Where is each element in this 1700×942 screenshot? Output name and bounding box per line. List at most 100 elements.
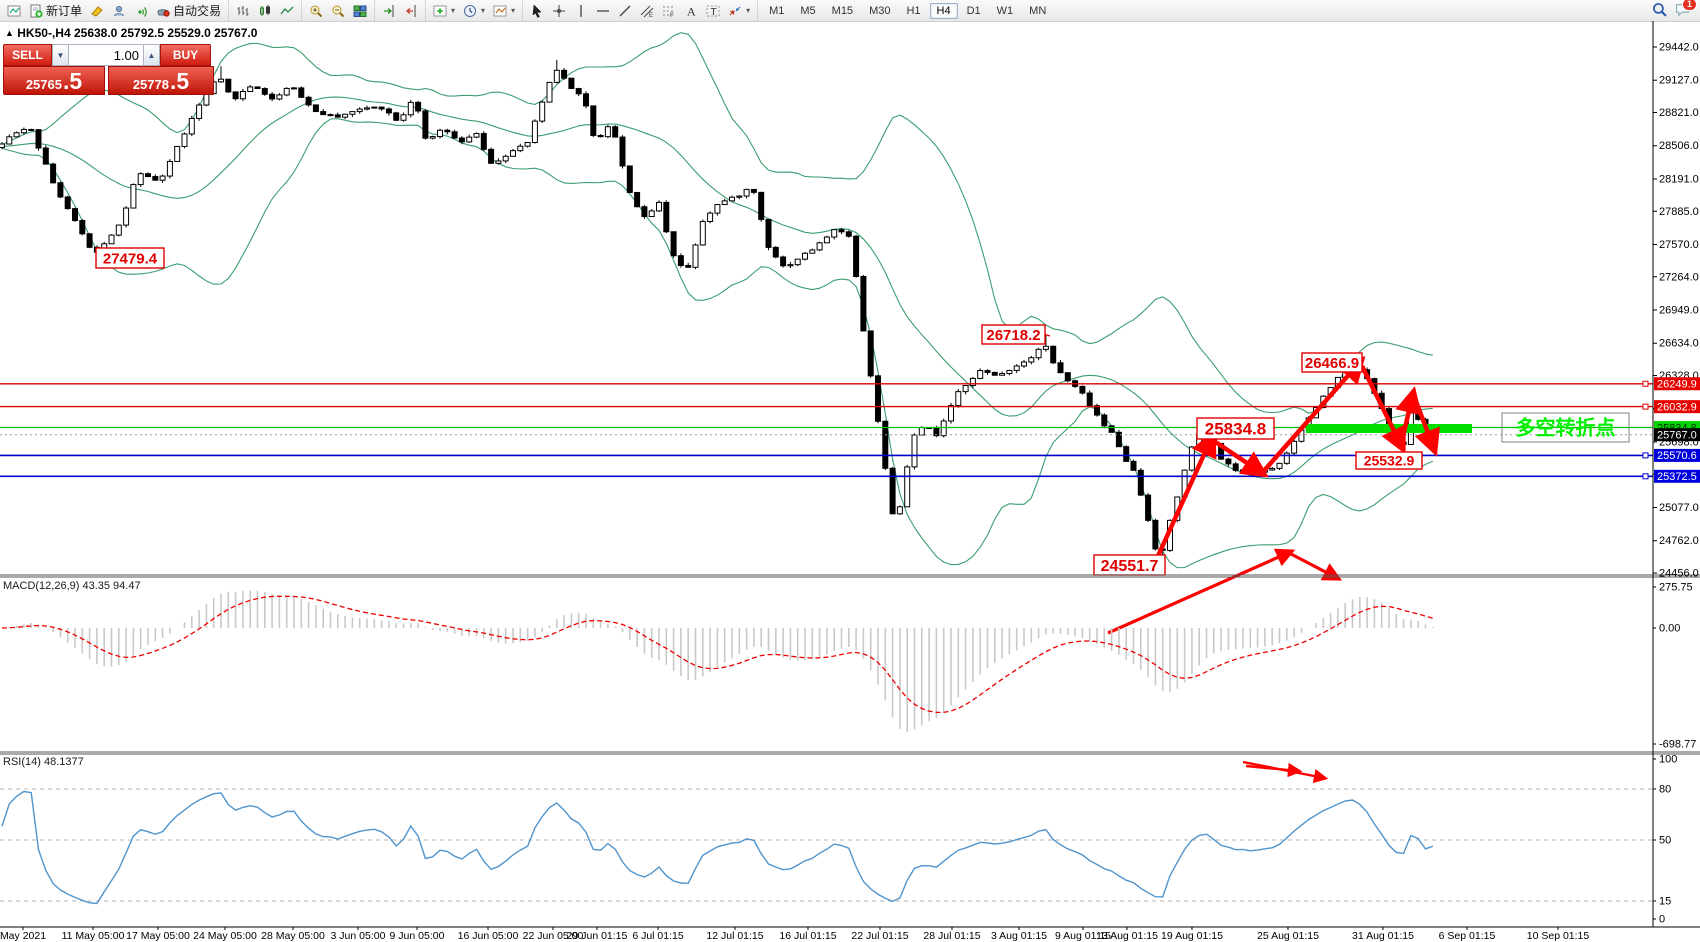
- price-label-box[interactable]: [981, 324, 1046, 345]
- tile-windows-icon[interactable]: [349, 3, 371, 19]
- timeframe-M15-button[interactable]: M15: [831, 4, 854, 17]
- auto-trading-button[interactable]: 自动交易: [152, 1, 225, 20]
- bollinger-upper-band: [1, 32, 1433, 414]
- timeframe-M1-button[interactable]: M1: [769, 4, 785, 17]
- new-order-button[interactable]: 新订单: [25, 1, 86, 20]
- price-trend-arrow[interactable]: [1155, 429, 1217, 557]
- volume-input[interactable]: [69, 44, 143, 66]
- candle-body: [1247, 469, 1254, 474]
- candle-body: [867, 330, 874, 377]
- timeframe-M30-button[interactable]: M30: [869, 4, 891, 17]
- candle-body: [969, 377, 976, 387]
- volume-decrease-button[interactable]: ▼: [52, 44, 69, 66]
- periods-button[interactable]: ▾: [459, 3, 489, 19]
- charts-window-icon[interactable]: [3, 3, 25, 19]
- candle-body: [407, 101, 414, 116]
- profile-icon[interactable]: [108, 3, 130, 19]
- fibonacci-icon[interactable]: F: [658, 3, 680, 19]
- timeframe-M5-button[interactable]: M5: [800, 4, 816, 17]
- candle-body: [677, 255, 684, 266]
- volume-increase-button[interactable]: ▲: [143, 44, 160, 66]
- candle-body: [685, 264, 692, 268]
- search-icon[interactable]: [1652, 2, 1667, 20]
- signal-icon[interactable]: [130, 3, 152, 19]
- timeframe-MN-button[interactable]: MN: [1029, 4, 1047, 17]
- candlestick-chart-icon[interactable]: [254, 3, 276, 19]
- chat-icon[interactable]: 1: [1675, 0, 1697, 20]
- indicators-button[interactable]: ▾: [429, 3, 459, 19]
- auto-scroll-icon[interactable]: [378, 3, 400, 19]
- sell-button[interactable]: SELL: [3, 44, 52, 66]
- macd-trend-arrow[interactable]: [1107, 548, 1296, 635]
- candle-body: [575, 88, 582, 95]
- marker-icon[interactable]: [86, 3, 108, 19]
- candle-body: [721, 200, 728, 206]
- channel-icon-glyph: E: [640, 4, 654, 18]
- line-handle[interactable]: [1642, 380, 1649, 387]
- price-label-box[interactable]: [1196, 417, 1275, 440]
- new-order-button-label: 新订单: [46, 4, 83, 18]
- channel-icon[interactable]: E: [636, 3, 658, 19]
- vertical-line-icon[interactable]: [570, 3, 592, 19]
- label-icon[interactable]: T: [702, 3, 724, 19]
- axis-tick-label: 26634.0: [1659, 338, 1699, 350]
- buy-button[interactable]: BUY: [160, 44, 211, 66]
- candle-body: [707, 212, 714, 223]
- line-handle[interactable]: [1642, 403, 1649, 410]
- trendline-icon-glyph: [618, 4, 632, 18]
- candle-body: [531, 120, 538, 143]
- time-tick-label: 13 Aug 01:15: [1096, 930, 1158, 942]
- macd-trend-arrow[interactable]: [1290, 552, 1343, 581]
- candle-body: [342, 113, 349, 118]
- timeframe-H1-button[interactable]: H1: [906, 4, 921, 17]
- candle-body: [181, 133, 188, 147]
- candle-body: [115, 224, 122, 236]
- price-trend-arrow[interactable]: [1359, 365, 1406, 455]
- zoom-out-icon[interactable]: [327, 3, 349, 19]
- price-trend-arrow[interactable]: [1260, 355, 1366, 475]
- price-trend-arrow[interactable]: [1411, 395, 1440, 457]
- trend-arrows: [1107, 355, 1440, 784]
- line-handle[interactable]: [1642, 473, 1649, 480]
- rsi-trend-arrow[interactable]: [1245, 762, 1303, 778]
- candle-body: [1035, 348, 1042, 359]
- zoom-in-icon[interactable]: [305, 3, 327, 19]
- templates-button[interactable]: ▾: [489, 3, 519, 19]
- sell-price-display[interactable]: 25765 .5: [3, 66, 106, 95]
- horizontal-line-icon[interactable]: [592, 3, 614, 19]
- line-chart-icon[interactable]: [276, 3, 298, 19]
- price-label-box[interactable]: [95, 247, 165, 269]
- chevron-down-icon[interactable]: ▾: [511, 6, 516, 15]
- candle-body: [692, 244, 699, 268]
- crosshair-icon[interactable]: [548, 3, 570, 19]
- timeframe-W1-button[interactable]: W1: [996, 4, 1014, 17]
- buy-price-display[interactable]: 25778 .5: [108, 66, 214, 95]
- candle-body: [1276, 462, 1283, 469]
- bar-chart-icon[interactable]: [232, 3, 254, 19]
- cursor-icon[interactable]: [526, 3, 548, 19]
- chevron-down-icon[interactable]: ▾: [481, 6, 486, 15]
- candle-body: [940, 420, 947, 437]
- timeframe-D1-button[interactable]: D1: [966, 4, 981, 17]
- candle-body: [79, 220, 86, 235]
- trendline-icon[interactable]: [614, 3, 636, 19]
- candle-body: [488, 148, 495, 164]
- chevron-down-icon[interactable]: ▾: [451, 6, 456, 15]
- ohlc-values: 25638.0 25792.5 25529.0 25767.0: [73, 26, 258, 40]
- bar-chart-icon-glyph: [236, 4, 250, 18]
- timeframe-H4-button[interactable]: H4: [929, 2, 958, 19]
- candle-body: [130, 184, 137, 209]
- price-trend-arrow[interactable]: [1212, 439, 1269, 478]
- line-handle[interactable]: [1642, 452, 1649, 459]
- price-trend-arrow[interactable]: [1395, 386, 1422, 450]
- candle-body: [6, 136, 13, 145]
- candle-body: [991, 371, 998, 376]
- note-box[interactable]: [1501, 412, 1630, 443]
- chart-shift-icon[interactable]: [400, 3, 422, 19]
- price-label-box[interactable]: [1355, 451, 1423, 470]
- chevron-down-icon[interactable]: ▾: [746, 6, 751, 15]
- text-icon[interactable]: A: [680, 3, 702, 19]
- shapes-icon[interactable]: ▾: [724, 3, 754, 19]
- price-label-box[interactable]: [1301, 352, 1363, 373]
